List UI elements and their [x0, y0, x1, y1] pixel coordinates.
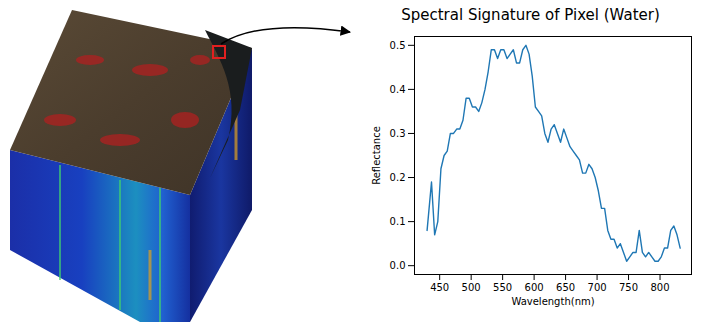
svg-text:Wavelength(nm): Wavelength(nm) [511, 296, 594, 307]
svg-text:0.3: 0.3 [390, 128, 406, 139]
svg-text:700: 700 [588, 282, 607, 293]
html-text:Spectral Signature of Pixel (W: Spectral Signature of Pixel (Water) [401, 6, 660, 24]
svg-text:750: 750 [619, 282, 638, 293]
svg-text:800: 800 [650, 282, 669, 293]
svg-text:0.1: 0.1 [390, 216, 406, 227]
svg-text:0.0: 0.0 [390, 260, 406, 271]
svg-text:0.2: 0.2 [390, 172, 406, 183]
svg-text:550: 550 [493, 282, 512, 293]
svg-text:450: 450 [430, 282, 449, 293]
svg-text:0.5: 0.5 [390, 40, 406, 51]
svg-text:500: 500 [462, 282, 481, 293]
svg-text:600: 600 [525, 282, 544, 293]
svg-text:650: 650 [556, 282, 575, 293]
svg-text:0.4: 0.4 [390, 84, 406, 95]
svg-text:Reflectance: Reflectance [371, 126, 382, 185]
